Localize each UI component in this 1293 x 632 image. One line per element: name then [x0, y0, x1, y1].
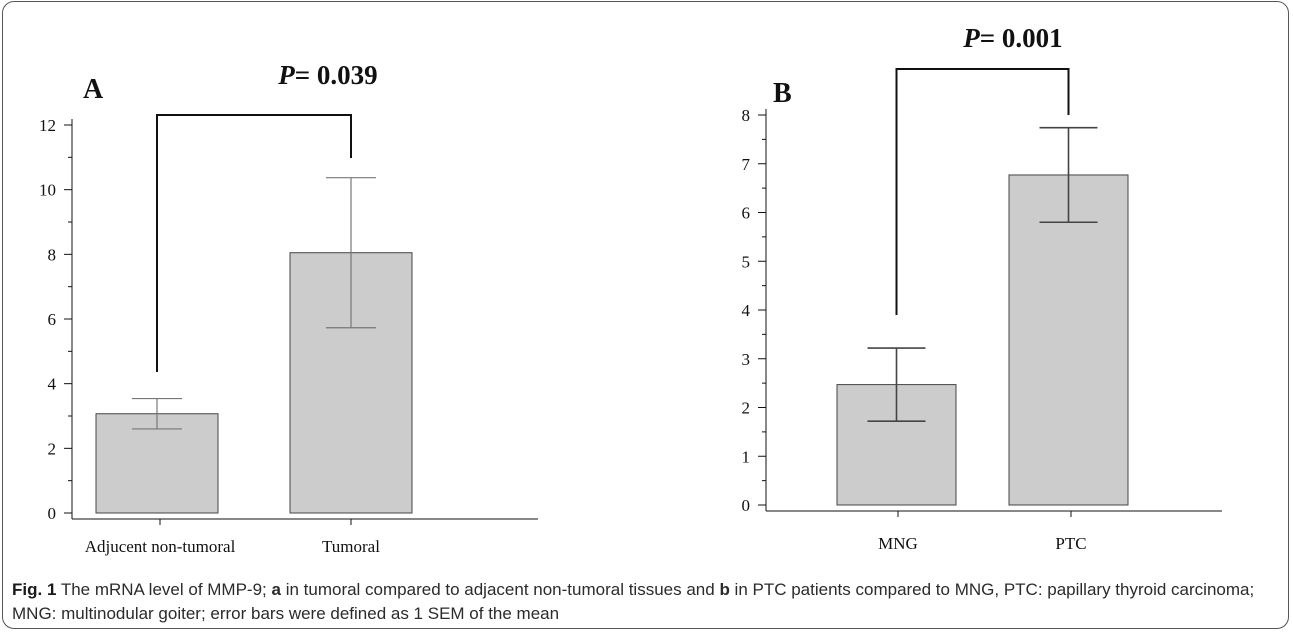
significance-value-a: = 0.039: [295, 60, 378, 90]
y-tick-label-b: 2: [742, 399, 751, 418]
panel-a: 0 2 4 6 8 10 12 Adjucent non-tumoral Tumoral A P= …: [39, 60, 538, 556]
y-tick-label-a: 12: [39, 116, 56, 135]
y-tick-label-b: 1: [742, 447, 751, 466]
significance-label-a: P= 0.039: [277, 60, 377, 90]
y-tick-label-a: 8: [48, 245, 57, 264]
y-tick-label-a: 0: [48, 504, 57, 523]
caption-panel-a: a: [271, 580, 281, 599]
significance-label-b: P= 0.001: [962, 23, 1062, 53]
caption-text-1: The mRNA level of MMP-9;: [56, 580, 272, 599]
significance-value-b: = 0.001: [980, 23, 1063, 53]
category-label-b-1: MNG: [878, 534, 918, 553]
caption-text-2: in tumoral compared to adjacent non-tumo…: [280, 580, 720, 599]
y-tick-label-a: 4: [48, 375, 57, 394]
panel-label-b: B: [773, 78, 792, 109]
category-label-a-1: Adjucent non-tumoral: [85, 537, 236, 556]
y-tick-label-b: 3: [742, 350, 751, 369]
y-tick-label-b: 8: [742, 106, 751, 125]
category-label-b-2: PTC: [1055, 534, 1086, 553]
y-tick-label-b: 7: [742, 155, 751, 174]
caption-panel-b: b: [719, 580, 730, 599]
panel-b: 0 1 2 3 4 5 6 7 8 MNG PTC B P= 0.001: [742, 23, 1222, 553]
bar-b-2: [1008, 174, 1129, 506]
y-tick-label-a: 6: [48, 310, 57, 329]
figure-caption: Fig. 1 The mRNA level of MMP-9; a in tum…: [12, 578, 1282, 626]
category-label-a-2: Tumoral: [322, 537, 380, 556]
bar-a-1: [95, 413, 219, 514]
y-tick-label-a: 10: [39, 181, 56, 200]
panel-label-a: A: [83, 74, 104, 105]
caption-text-3: in PTC patients compared to MNG, PTC: pa…: [12, 580, 1255, 623]
significance-bracket-b: [895, 68, 1070, 315]
y-tick-label-b: 0: [742, 496, 751, 515]
y-tick-label-b: 5: [742, 252, 751, 271]
y-tick-label-b: 6: [742, 204, 751, 223]
y-tick-label-b: 4: [742, 301, 751, 320]
y-tick-label-a: 2: [48, 439, 57, 458]
significance-bracket-a: [156, 114, 352, 372]
significance-p-a: P: [277, 60, 295, 90]
caption-fig-label: Fig. 1: [12, 580, 57, 599]
significance-p-b: P: [962, 23, 980, 53]
